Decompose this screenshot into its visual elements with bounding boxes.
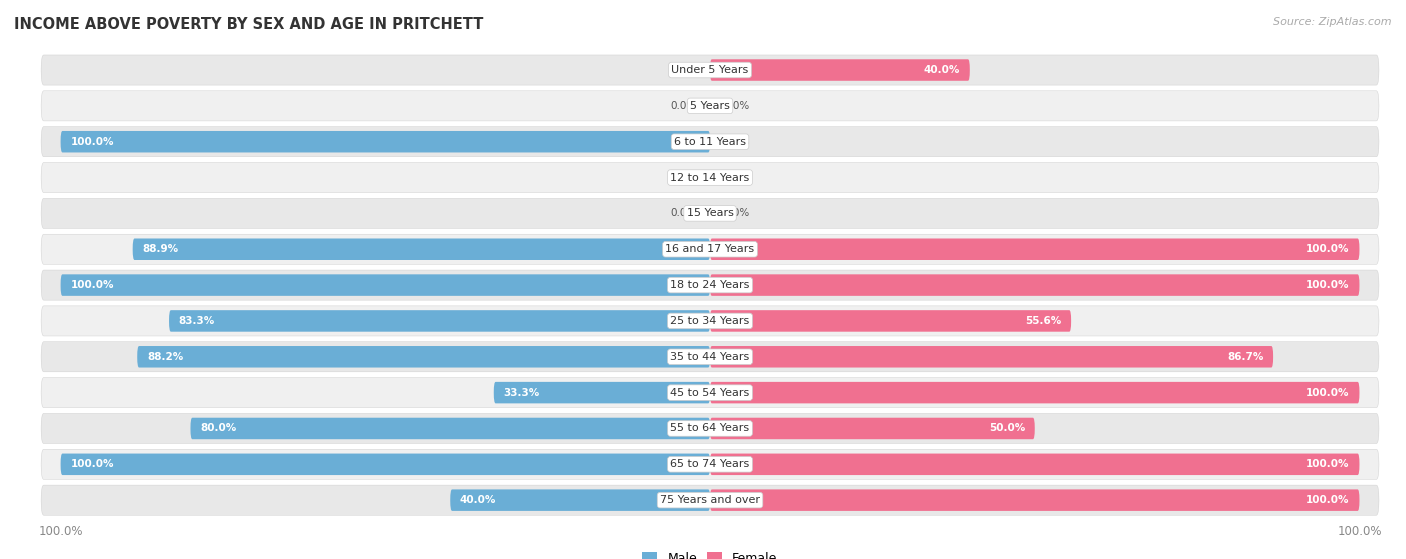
Text: 100.0%: 100.0%	[70, 280, 114, 290]
FancyBboxPatch shape	[41, 198, 1379, 229]
FancyBboxPatch shape	[41, 127, 1379, 157]
Text: Under 5 Years: Under 5 Years	[672, 65, 748, 75]
Text: 16 and 17 Years: 16 and 17 Years	[665, 244, 755, 254]
FancyBboxPatch shape	[450, 489, 710, 511]
Text: 100.0%: 100.0%	[70, 459, 114, 470]
Text: 100.0%: 100.0%	[70, 137, 114, 146]
FancyBboxPatch shape	[710, 453, 1360, 475]
Text: 6 to 11 Years: 6 to 11 Years	[673, 137, 747, 146]
Text: 0.0%: 0.0%	[723, 209, 749, 219]
FancyBboxPatch shape	[41, 55, 1379, 85]
Text: 45 to 54 Years: 45 to 54 Years	[671, 387, 749, 397]
Text: 65 to 74 Years: 65 to 74 Years	[671, 459, 749, 470]
FancyBboxPatch shape	[710, 310, 1071, 331]
Text: 55 to 64 Years: 55 to 64 Years	[671, 424, 749, 433]
Text: 55.6%: 55.6%	[1025, 316, 1062, 326]
FancyBboxPatch shape	[710, 418, 1035, 439]
Text: 88.2%: 88.2%	[148, 352, 183, 362]
Text: 18 to 24 Years: 18 to 24 Years	[671, 280, 749, 290]
Text: 100.0%: 100.0%	[1306, 459, 1350, 470]
Text: 86.7%: 86.7%	[1227, 352, 1264, 362]
Text: 80.0%: 80.0%	[200, 424, 236, 433]
Text: Source: ZipAtlas.com: Source: ZipAtlas.com	[1274, 17, 1392, 27]
Text: 0.0%: 0.0%	[671, 209, 697, 219]
FancyBboxPatch shape	[41, 342, 1379, 372]
Text: 15 Years: 15 Years	[686, 209, 734, 219]
FancyBboxPatch shape	[710, 239, 1360, 260]
FancyBboxPatch shape	[41, 306, 1379, 336]
FancyBboxPatch shape	[169, 310, 710, 331]
FancyBboxPatch shape	[710, 382, 1360, 404]
FancyBboxPatch shape	[41, 485, 1379, 515]
FancyBboxPatch shape	[710, 346, 1272, 367]
Text: 25 to 34 Years: 25 to 34 Years	[671, 316, 749, 326]
FancyBboxPatch shape	[710, 489, 1360, 511]
Text: 35 to 44 Years: 35 to 44 Years	[671, 352, 749, 362]
Text: 0.0%: 0.0%	[671, 173, 697, 183]
FancyBboxPatch shape	[710, 59, 970, 81]
FancyBboxPatch shape	[41, 414, 1379, 443]
Text: 88.9%: 88.9%	[142, 244, 179, 254]
Text: INCOME ABOVE POVERTY BY SEX AND AGE IN PRITCHETT: INCOME ABOVE POVERTY BY SEX AND AGE IN P…	[14, 17, 484, 32]
FancyBboxPatch shape	[190, 418, 710, 439]
Text: 100.0%: 100.0%	[1306, 387, 1350, 397]
Text: 0.0%: 0.0%	[723, 173, 749, 183]
Text: 0.0%: 0.0%	[671, 101, 697, 111]
FancyBboxPatch shape	[41, 377, 1379, 408]
FancyBboxPatch shape	[60, 453, 710, 475]
Text: 100.0%: 100.0%	[1306, 280, 1350, 290]
FancyBboxPatch shape	[60, 274, 710, 296]
Text: 0.0%: 0.0%	[723, 101, 749, 111]
FancyBboxPatch shape	[138, 346, 710, 367]
Text: 100.0%: 100.0%	[1306, 495, 1350, 505]
FancyBboxPatch shape	[41, 449, 1379, 480]
Text: 5 Years: 5 Years	[690, 101, 730, 111]
FancyBboxPatch shape	[710, 274, 1360, 296]
FancyBboxPatch shape	[41, 163, 1379, 193]
Text: 12 to 14 Years: 12 to 14 Years	[671, 173, 749, 183]
FancyBboxPatch shape	[132, 239, 710, 260]
Text: 40.0%: 40.0%	[924, 65, 960, 75]
Legend: Male, Female: Male, Female	[637, 547, 783, 559]
Text: 40.0%: 40.0%	[460, 495, 496, 505]
Text: 100.0%: 100.0%	[1306, 244, 1350, 254]
Text: 33.3%: 33.3%	[503, 387, 540, 397]
Text: 0.0%: 0.0%	[671, 65, 697, 75]
Text: 75 Years and over: 75 Years and over	[659, 495, 761, 505]
FancyBboxPatch shape	[41, 91, 1379, 121]
FancyBboxPatch shape	[41, 234, 1379, 264]
FancyBboxPatch shape	[41, 270, 1379, 300]
Text: 0.0%: 0.0%	[723, 137, 749, 146]
Text: 83.3%: 83.3%	[179, 316, 215, 326]
FancyBboxPatch shape	[494, 382, 710, 404]
FancyBboxPatch shape	[60, 131, 710, 153]
Text: 50.0%: 50.0%	[988, 424, 1025, 433]
